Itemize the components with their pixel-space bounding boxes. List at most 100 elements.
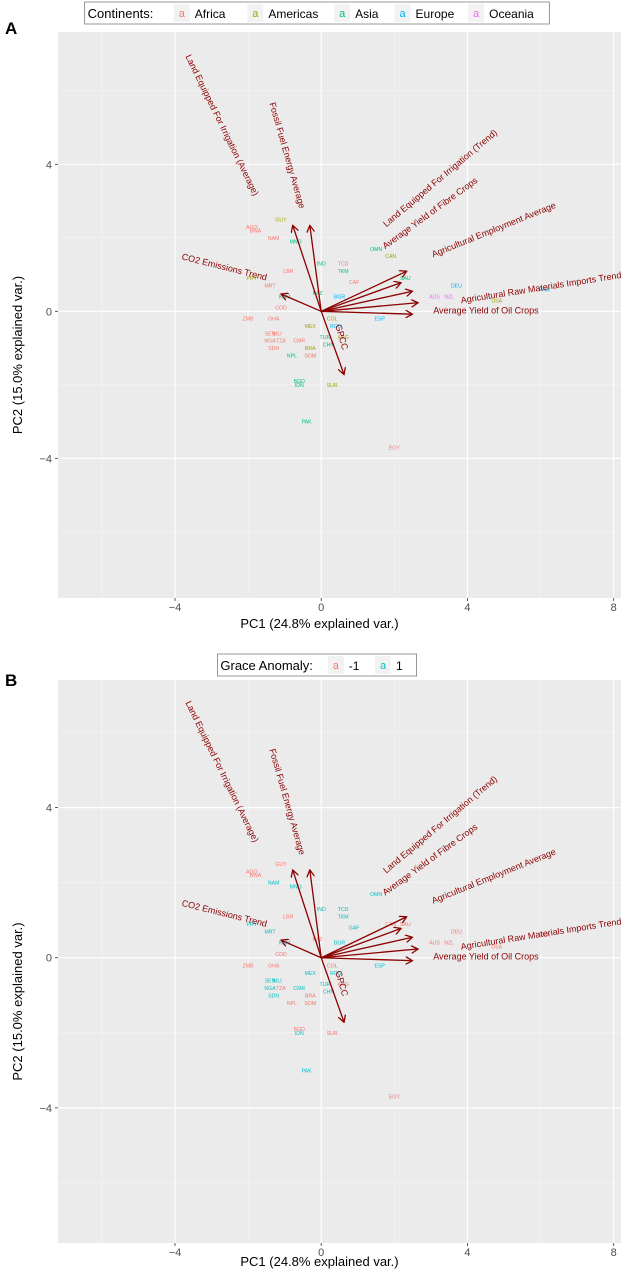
legend-label: Europe bbox=[416, 7, 455, 21]
loading-arrow bbox=[320, 929, 400, 959]
country-point: IDN bbox=[295, 383, 304, 389]
country-point: AGO bbox=[246, 225, 258, 231]
loading-arrow bbox=[282, 940, 322, 959]
country-point: NAM bbox=[268, 881, 280, 887]
country-point: NAM bbox=[268, 236, 280, 242]
country-point: ROU bbox=[330, 324, 342, 330]
country-point: NZL bbox=[444, 295, 454, 301]
country-point: PAK bbox=[302, 1068, 313, 1074]
legend-title: Grace Anomaly: bbox=[220, 658, 313, 673]
country-point: CMR bbox=[293, 986, 305, 992]
y-tick-label: 0 bbox=[46, 953, 52, 965]
country-point: SAU bbox=[400, 276, 411, 282]
country-point: SEN bbox=[265, 978, 276, 984]
country-point: ARG bbox=[338, 982, 349, 988]
country-point: AGO bbox=[246, 869, 258, 875]
legend-key: a bbox=[179, 8, 186, 20]
country-point: PAK bbox=[302, 420, 313, 426]
legend-key-bg bbox=[375, 656, 391, 674]
country-point: CAF bbox=[349, 280, 359, 286]
country-point: AUS bbox=[429, 295, 440, 301]
loading-arrow bbox=[321, 937, 412, 959]
x-tick-label: −4 bbox=[169, 602, 182, 614]
country-point: NPL bbox=[287, 353, 297, 359]
country-point: SOM bbox=[304, 353, 316, 359]
legend-key: a bbox=[473, 8, 480, 20]
country-point: LBR bbox=[283, 914, 293, 920]
country-point: BWA bbox=[250, 873, 262, 879]
plot-background bbox=[58, 32, 621, 598]
loading-arrow bbox=[310, 870, 322, 958]
country-point: ESP bbox=[375, 317, 386, 323]
country-point: ROU bbox=[330, 971, 342, 977]
country-point: NGA bbox=[264, 339, 276, 345]
country-point: SOM bbox=[304, 1001, 316, 1007]
country-point: TZA bbox=[276, 339, 286, 345]
loading-arrow bbox=[321, 283, 400, 312]
loading-arrow bbox=[321, 311, 412, 314]
country-point: IND bbox=[317, 262, 326, 268]
country-point: OMN bbox=[370, 892, 382, 898]
loading-arrow bbox=[320, 917, 406, 959]
country-point: LBR bbox=[283, 269, 293, 275]
country-point: TZA bbox=[276, 986, 286, 992]
country-point: GUY bbox=[275, 862, 287, 868]
country-point: GUY bbox=[275, 217, 287, 223]
legend-key: a bbox=[399, 8, 406, 20]
legend-key-bg bbox=[173, 4, 190, 22]
country-point: DEU bbox=[451, 929, 462, 935]
country-point: TUR bbox=[320, 335, 331, 341]
country-point: NGA bbox=[264, 986, 276, 992]
country-point: KAZ bbox=[313, 291, 323, 297]
country-point: MLI bbox=[273, 978, 282, 984]
legend-key: a bbox=[380, 660, 387, 672]
country-point: EGY bbox=[389, 1095, 400, 1101]
country-point: TCD bbox=[338, 907, 349, 913]
x-tick-label: −4 bbox=[169, 1247, 182, 1259]
country-point: ESP bbox=[375, 963, 386, 969]
country-point: USA bbox=[491, 298, 502, 304]
country-point: GHA bbox=[268, 317, 280, 323]
country-point: ZMB bbox=[243, 963, 254, 969]
country-point: PRY bbox=[246, 276, 257, 282]
country-point: FRA bbox=[539, 287, 550, 293]
legend-box bbox=[216, 653, 417, 677]
country-point: TCD bbox=[338, 262, 349, 268]
y-tick-label: 4 bbox=[46, 159, 52, 171]
plot-background bbox=[58, 680, 621, 1243]
country-point: AUS bbox=[429, 941, 440, 947]
legend-key: a bbox=[252, 8, 259, 20]
country-point: SUR bbox=[327, 1031, 338, 1037]
country-point: NPL bbox=[287, 1001, 297, 1007]
legend-key: a bbox=[339, 8, 346, 20]
country-point: SEN bbox=[265, 331, 276, 337]
y-tick-label: 4 bbox=[46, 803, 52, 815]
legend-label: -1 bbox=[349, 659, 360, 673]
loading-arrow bbox=[320, 311, 344, 374]
country-point: PRY bbox=[246, 922, 257, 928]
country-point: ZMB bbox=[243, 317, 254, 323]
legend-label: Oceania bbox=[489, 7, 534, 21]
country-point: GHA bbox=[268, 963, 280, 969]
loading-label: Average Yield of Oil Crops bbox=[433, 952, 539, 962]
country-point: BGR bbox=[334, 295, 345, 301]
country-point: CMR bbox=[293, 339, 305, 345]
country-point: CAN bbox=[385, 254, 396, 260]
x-tick-label: 8 bbox=[611, 602, 617, 614]
country-point: CHN bbox=[323, 990, 334, 996]
country-point: BWA bbox=[250, 228, 262, 234]
legend-key-bg bbox=[468, 4, 485, 22]
country-point: IND bbox=[317, 907, 326, 913]
country-point: MRT bbox=[264, 284, 276, 290]
legend-key-bg bbox=[327, 656, 344, 674]
country-point: IDN bbox=[295, 1031, 304, 1037]
legend-label: 1 bbox=[396, 659, 403, 673]
country-point: MNG bbox=[290, 884, 302, 890]
country-point: GAF bbox=[349, 926, 360, 932]
y-tick-label: −4 bbox=[39, 1103, 52, 1115]
y-tick-label: −4 bbox=[39, 453, 52, 465]
country-point: ARG bbox=[338, 335, 349, 341]
country-point: TKM bbox=[338, 914, 349, 920]
legend-key-bg bbox=[247, 4, 264, 22]
